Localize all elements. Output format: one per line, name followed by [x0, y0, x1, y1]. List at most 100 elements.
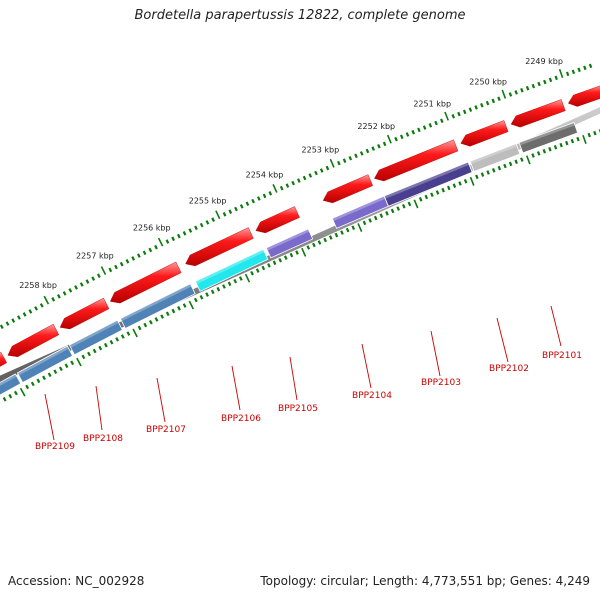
inner-minor-tick	[559, 142, 563, 148]
inner-minor-tick	[385, 211, 389, 216]
minor-tick	[79, 282, 84, 287]
gene-label: BPP2107	[146, 425, 186, 435]
gene-box	[119, 283, 196, 329]
major-tick	[157, 237, 164, 247]
gene-box-highlight	[519, 122, 576, 146]
inner-major-tick	[188, 300, 195, 310]
inner-minor-tick	[368, 218, 372, 223]
inner-minor-tick	[165, 311, 170, 317]
minor-tick	[399, 134, 404, 140]
minor-tick	[211, 217, 215, 222]
minor-tick	[194, 225, 198, 231]
scale-label: 2251 kbp	[413, 99, 451, 108]
map-title: Bordetella parapertussis 12822, complete…	[134, 8, 466, 23]
minor-tick	[525, 85, 530, 91]
inner-minor-tick	[441, 187, 445, 193]
inner-minor-tick	[92, 348, 97, 354]
inner-minor-tick	[182, 303, 187, 308]
minor-tick	[85, 279, 90, 284]
inner-minor-tick	[565, 140, 569, 146]
inner-minor-tick	[193, 297, 198, 303]
minor-tick	[28, 309, 33, 314]
minor-tick	[205, 220, 210, 225]
gene-label: BPP2103	[421, 378, 461, 388]
inner-minor-tick	[435, 190, 440, 195]
inner-minor-tick	[103, 342, 108, 348]
minor-tick	[154, 244, 158, 250]
minor-tick	[302, 175, 307, 181]
minor-tick	[354, 153, 358, 159]
inner-minor-tick	[491, 168, 496, 173]
inner-minor-tick	[447, 185, 451, 191]
cds-arrow	[374, 139, 459, 182]
minor-tick	[148, 247, 153, 253]
minor-tick	[91, 276, 96, 281]
inner-minor-tick	[2, 396, 7, 402]
inner-minor-tick	[87, 351, 91, 357]
inner-minor-tick	[424, 194, 429, 200]
inner-minor-tick	[205, 292, 209, 297]
minor-tick	[325, 165, 330, 171]
inner-minor-tick	[514, 159, 518, 165]
inner-minor-tick	[42, 375, 46, 381]
inner-minor-tick	[177, 306, 181, 311]
minor-tick	[520, 88, 524, 93]
major-tick	[215, 210, 221, 220]
minor-tick	[251, 198, 255, 204]
inner-minor-tick	[306, 245, 311, 250]
minor-tick	[11, 318, 16, 323]
minor-tick	[308, 173, 313, 178]
inner-minor-tick	[25, 384, 30, 390]
inner-major-tick	[413, 199, 419, 209]
inner-minor-tick	[407, 201, 412, 207]
minor-tick	[468, 107, 473, 112]
inner-minor-tick	[475, 174, 479, 180]
minor-tick	[457, 111, 461, 117]
minor-tick	[245, 201, 250, 207]
inner-minor-tick	[98, 345, 103, 351]
minor-tick	[176, 233, 181, 239]
minor-tick	[497, 96, 501, 102]
inner-minor-tick	[570, 138, 575, 144]
major-tick	[100, 266, 107, 275]
strand-cds-track	[0, 85, 600, 367]
inner-major-tick	[469, 176, 475, 186]
gene-box-highlight	[0, 373, 17, 386]
minor-tick	[34, 306, 38, 311]
inner-minor-tick	[70, 360, 75, 366]
inner-minor-tick	[430, 192, 434, 197]
inner-major-tick	[301, 247, 307, 257]
minor-tick	[394, 136, 398, 142]
minor-tick	[228, 209, 233, 214]
minor-tick	[508, 92, 513, 97]
inner-minor-tick	[317, 240, 322, 245]
minor-tick	[257, 196, 261, 201]
inner-minor-tick	[508, 161, 513, 167]
inner-minor-tick	[452, 183, 457, 188]
gene-leader-line	[496, 317, 509, 363]
minor-tick	[62, 291, 67, 296]
major-tick	[272, 184, 278, 193]
cds-arrow	[0, 351, 8, 367]
minor-tick	[543, 79, 547, 85]
inner-minor-tick	[267, 263, 271, 268]
cds-arrow	[568, 85, 600, 107]
inner-minor-tick	[216, 286, 221, 292]
minor-tick	[348, 155, 353, 161]
inner-minor-tick	[120, 334, 125, 339]
minor-tick	[56, 294, 61, 299]
minor-tick	[371, 146, 375, 151]
gene-leader-line	[289, 356, 298, 401]
inner-minor-tick	[115, 337, 120, 342]
inner-minor-tick	[47, 372, 52, 378]
minor-tick	[451, 114, 455, 119]
minor-tick	[119, 261, 124, 267]
minor-tick	[337, 160, 341, 166]
minor-tick	[405, 132, 410, 137]
minor-tick	[411, 129, 415, 135]
minor-tick	[554, 75, 558, 81]
inner-minor-tick	[340, 230, 344, 235]
minor-tick	[422, 125, 427, 130]
scale-label: 2258 kbp	[19, 281, 57, 290]
